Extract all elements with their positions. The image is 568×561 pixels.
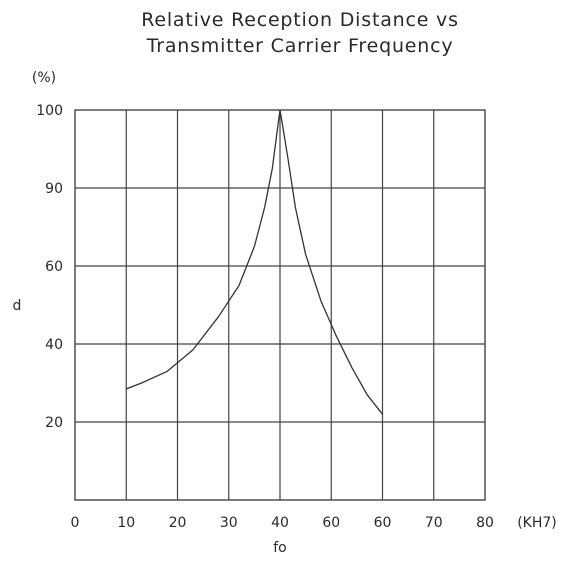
y-tick-label: 40 bbox=[45, 337, 63, 353]
x-tick-label: 80 bbox=[476, 515, 494, 531]
y-tick-label: 60 bbox=[45, 259, 63, 275]
x-tick-label: 60 bbox=[374, 515, 392, 531]
series-layer bbox=[125, 109, 384, 415]
grid bbox=[74, 109, 486, 501]
x-tick-labels: 0 10 20 30 40 60 60 70 80 bbox=[71, 515, 494, 531]
x-tick-label: 20 bbox=[169, 515, 187, 531]
chart-title-line-2: Transmitter Carrier Frequency bbox=[146, 35, 454, 57]
y-tick-label: 20 bbox=[45, 415, 63, 431]
x-tick-label: 10 bbox=[117, 515, 135, 531]
x-tick-label: 60 bbox=[322, 515, 340, 531]
x-tick-label: 30 bbox=[220, 515, 238, 531]
y-tick-label: 90 bbox=[45, 181, 63, 197]
x-tick-label: 0 bbox=[71, 515, 80, 531]
x-tick-label: 70 bbox=[425, 515, 443, 531]
x-tick-label: 40 bbox=[271, 515, 289, 531]
y-axis-label: d bbox=[13, 298, 22, 314]
y-tick-label: 100 bbox=[36, 103, 63, 119]
x-axis-label: fo bbox=[273, 540, 287, 556]
chart-title-line-1: Relative Reception Distance vs bbox=[141, 9, 459, 31]
y-unit-label: (%) bbox=[32, 70, 56, 86]
series-line bbox=[125, 109, 384, 415]
y-tick-labels: 20 40 60 90 100 bbox=[36, 103, 63, 431]
x-unit-label: (KH7) bbox=[517, 515, 557, 531]
